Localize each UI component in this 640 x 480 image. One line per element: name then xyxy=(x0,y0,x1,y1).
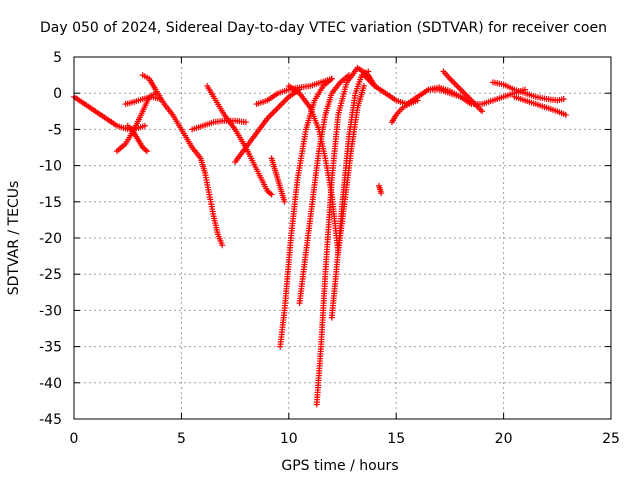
tick-labels: 0 5 10 15 20 25 5 0 -5 -10 -15 -20 -25 -30 -35 -40 -45 xyxy=(39,50,620,447)
data-point xyxy=(360,82,367,89)
series-arc-22 xyxy=(489,79,567,104)
data-point xyxy=(156,95,163,102)
y-tick-label: -35 xyxy=(39,340,62,356)
data-points xyxy=(71,64,569,408)
series-arc-11 xyxy=(277,75,335,350)
x-tick-label: 10 xyxy=(280,431,298,447)
series-arc-10 xyxy=(268,155,288,205)
series-arc-16 xyxy=(335,82,367,256)
data-point xyxy=(281,198,288,205)
y-tick-label: -5 xyxy=(48,122,62,138)
series-arc-14 xyxy=(285,82,342,256)
data-point xyxy=(144,148,151,155)
series-arc-08 xyxy=(232,86,303,165)
x-tick-label: 5 xyxy=(177,431,186,447)
data-point xyxy=(219,242,226,249)
series-arc-03 xyxy=(139,72,226,249)
x-tick-label: 25 xyxy=(602,431,620,447)
data-point xyxy=(562,111,569,118)
data-point xyxy=(365,68,372,75)
data-point xyxy=(268,191,275,198)
series-arc-06 xyxy=(189,117,249,133)
data-point xyxy=(479,108,486,115)
axis-ticks xyxy=(73,56,612,420)
y-tick-label: 5 xyxy=(53,50,62,66)
series-arc-19 xyxy=(388,97,421,126)
series-arc-23 xyxy=(511,93,569,118)
data-point xyxy=(141,122,148,129)
y-tick-label: -30 xyxy=(39,303,62,319)
y-tick-label: -40 xyxy=(39,376,62,392)
y-tick-label: -10 xyxy=(39,159,62,175)
y-tick-label: -15 xyxy=(39,195,62,211)
series-arc-15 xyxy=(328,68,372,321)
x-axis-label: GPS time / hours xyxy=(281,458,398,474)
series-arc-20 xyxy=(440,68,486,115)
y-tick-label: -45 xyxy=(39,412,62,428)
y-tick-label: 0 xyxy=(53,86,62,102)
data-point xyxy=(242,119,249,126)
series-arc-07 xyxy=(204,82,275,198)
x-tick-label: 20 xyxy=(495,431,513,447)
series-arc-13 xyxy=(313,64,378,408)
series-arc-04 xyxy=(124,122,151,155)
y-tick-label: -20 xyxy=(39,231,62,247)
x-tick-label: 15 xyxy=(387,431,405,447)
series-arc-05 xyxy=(122,93,163,108)
series-arc-17 xyxy=(376,182,385,197)
chart-title: Day 050 of 2024, Sidereal Day-to-day VTE… xyxy=(40,20,607,36)
x-tick-label: 0 xyxy=(70,431,79,447)
series-arc-21 xyxy=(425,86,529,108)
data-point xyxy=(560,95,567,102)
y-tick-label: -25 xyxy=(39,267,62,283)
data-point xyxy=(378,190,385,197)
data-point xyxy=(414,97,421,104)
y-axis-label: SDTVAR / TECUs xyxy=(6,181,22,296)
data-point xyxy=(328,75,335,82)
